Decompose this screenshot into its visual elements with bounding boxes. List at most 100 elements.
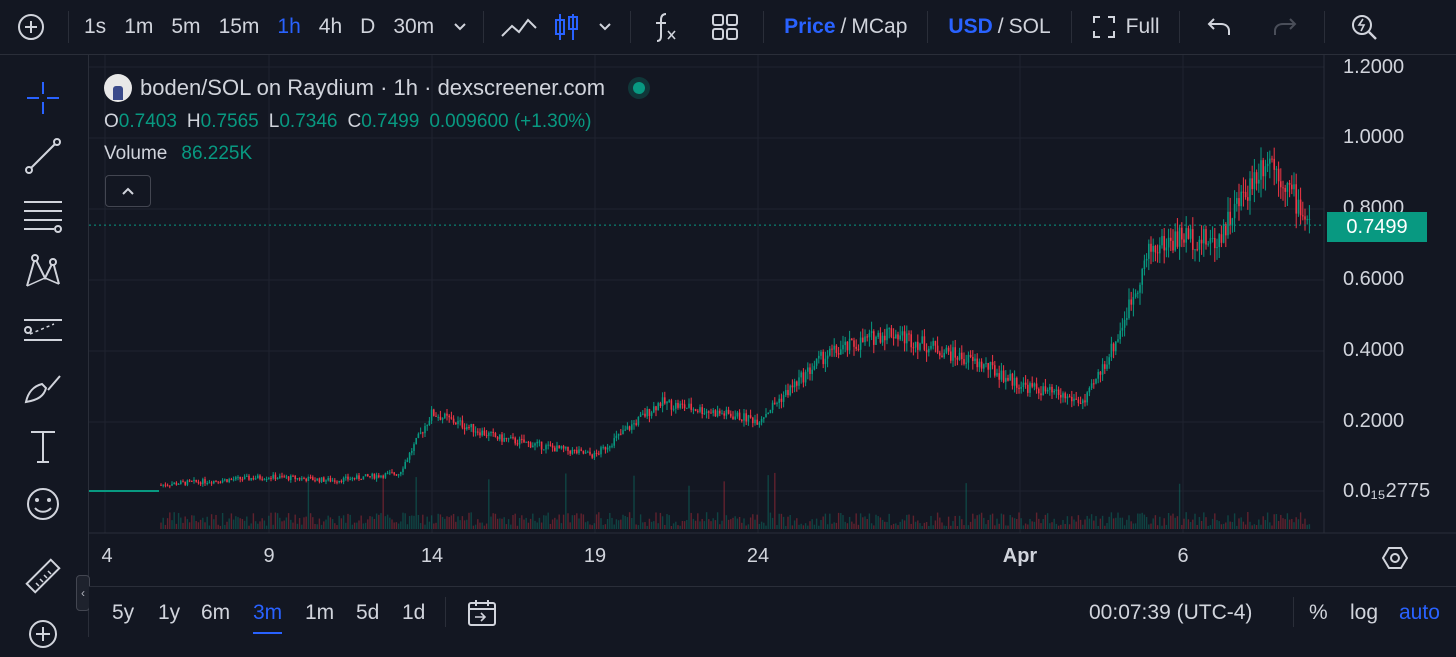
chart-settings-button[interactable] [1380, 543, 1410, 573]
volume-bar [864, 516, 866, 529]
candle-body [963, 359, 965, 364]
price-tick: 0.4000 [1343, 339, 1405, 361]
candle-body [1134, 293, 1137, 297]
redo-button[interactable] [1252, 0, 1318, 54]
volume-bar [1084, 519, 1086, 529]
percent-scale-toggle[interactable]: % [1309, 600, 1328, 624]
candle-body [1064, 393, 1066, 399]
interval-5m[interactable]: 5m [171, 15, 201, 38]
candle-body [349, 479, 351, 481]
candle-body [1013, 377, 1016, 386]
candle-body [160, 484, 162, 486]
volume-bar [831, 523, 833, 529]
candle-body [547, 444, 549, 446]
range-5d[interactable]: 5d [356, 600, 380, 624]
interval-30m[interactable]: 30m [393, 15, 435, 38]
candle-body [1167, 237, 1170, 248]
fib-tool[interactable] [20, 191, 66, 237]
volume-bar [1042, 519, 1044, 529]
brush-tool[interactable] [20, 365, 66, 411]
chart-area[interactable] [89, 55, 1456, 585]
symbol-title[interactable]: boden/SOL on Raydium · 1h · dexscreener.… [140, 75, 606, 100]
interval-dropdown[interactable] [443, 0, 477, 54]
legend-collapse-button[interactable] [105, 175, 151, 207]
currency-toggle[interactable]: USD / SOL [934, 0, 1064, 54]
forecast-tool[interactable] [20, 307, 66, 353]
volume-bar [743, 518, 745, 529]
candle-body [998, 373, 1000, 380]
line-chart-button[interactable] [490, 0, 548, 54]
candle-body [551, 445, 554, 448]
undo-button[interactable] [1186, 0, 1252, 54]
indicators-button[interactable] [637, 0, 693, 54]
candle-body [1258, 179, 1260, 184]
candles-chart-button[interactable] [548, 0, 586, 54]
interval-1m[interactable]: 1m [124, 15, 154, 38]
candle-body [670, 400, 673, 410]
go-to-date-button[interactable] [466, 587, 498, 638]
volume-bar [556, 519, 558, 529]
volume-bar [468, 512, 470, 529]
candle-body [371, 473, 373, 477]
volume-bar [837, 512, 840, 529]
interval-15m[interactable]: 15m [218, 15, 260, 38]
add-symbol-button[interactable] [0, 0, 62, 54]
sol-option[interactable]: SOL [1008, 15, 1051, 38]
chart-type-dropdown[interactable] [586, 0, 624, 54]
auto-scale-toggle[interactable]: auto [1399, 600, 1440, 624]
volume-bar [763, 522, 765, 529]
range-1m[interactable]: 1m [305, 600, 335, 624]
zoom-in-icon [29, 620, 57, 648]
crosshair-tool[interactable] [20, 75, 66, 121]
interval-1h[interactable]: 1h [277, 15, 301, 38]
candlestick-chart[interactable] [89, 55, 1456, 585]
close-value: 0.7499 [361, 111, 420, 132]
emoji-tool[interactable] [20, 481, 66, 527]
volume-bar [272, 524, 274, 529]
candle-body [250, 478, 252, 480]
candle-body [705, 411, 708, 414]
volume-bar [1152, 518, 1154, 529]
interval-4h[interactable]: 4h [318, 15, 343, 38]
candle-body [1269, 158, 1271, 164]
collapse-toolbar-button[interactable]: ‹ [76, 575, 90, 611]
volume-bar [1018, 512, 1020, 529]
candle-body [316, 478, 318, 481]
pattern-tool[interactable] [20, 249, 66, 295]
log-scale-toggle[interactable]: log [1350, 600, 1379, 624]
price-tick: 1.0000 [1343, 126, 1405, 148]
candle-body [558, 445, 560, 449]
candle-body [347, 476, 349, 480]
range-1y[interactable]: 1y [158, 600, 181, 624]
range-1d[interactable]: 1d [402, 600, 426, 624]
volume-bar [441, 517, 444, 529]
volume-bar [650, 521, 653, 529]
trendline-tool[interactable] [20, 133, 66, 179]
text-tool[interactable] [20, 423, 66, 469]
candle-body [202, 479, 204, 485]
mcap-option[interactable]: MCap [851, 15, 908, 38]
price-mcap-toggle[interactable]: Price / MCap [770, 0, 921, 54]
quick-search-button[interactable] [1331, 0, 1397, 54]
drawing-toolbar: ‹ [0, 55, 90, 648]
volume-bar [177, 513, 180, 529]
volume-bar [1095, 516, 1097, 529]
range-3m[interactable]: 3m [253, 587, 283, 638]
ruler-tool[interactable] [20, 553, 66, 599]
interval-1s[interactable]: 1s [84, 15, 107, 38]
fullscreen-button[interactable]: Full [1078, 0, 1174, 54]
layouts-button[interactable] [693, 0, 757, 54]
interval-d[interactable]: D [360, 15, 376, 38]
timezone-clock[interactable]: 00:07:39 (UTC-4) [1089, 600, 1253, 624]
candle-body [1161, 236, 1163, 246]
volume-bar [367, 519, 369, 529]
candle-body [1275, 168, 1278, 170]
price-option[interactable]: Price [784, 15, 836, 38]
candle-body [1183, 239, 1185, 243]
range-5y[interactable]: 5y [112, 600, 135, 624]
volume-bar [483, 525, 486, 529]
zoom-tool[interactable] [20, 611, 66, 657]
volume-bar [602, 524, 604, 529]
usd-option[interactable]: USD [948, 15, 993, 38]
range-6m[interactable]: 6m [201, 600, 231, 624]
